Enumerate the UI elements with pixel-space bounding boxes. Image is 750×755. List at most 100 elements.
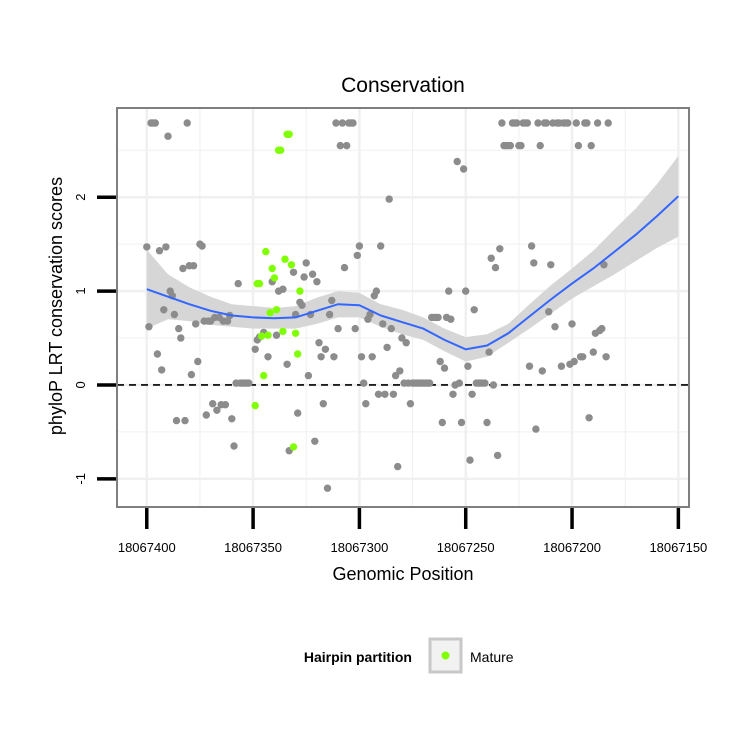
point-mature xyxy=(291,329,300,337)
point-other xyxy=(536,141,544,150)
x-tick-label: 18067300 xyxy=(330,540,388,555)
x-tick-label: 18067250 xyxy=(437,540,495,555)
point-other xyxy=(604,119,612,127)
point-mature xyxy=(289,443,298,451)
point-other xyxy=(445,287,453,295)
point-mature xyxy=(287,261,296,269)
point-other xyxy=(189,262,198,270)
point-other xyxy=(304,371,313,380)
point-other xyxy=(209,400,217,408)
point-other xyxy=(313,278,321,286)
point-other xyxy=(221,401,230,409)
point-other xyxy=(283,360,291,368)
point-other xyxy=(151,119,159,127)
legend-title: Hairpin partition xyxy=(304,649,412,665)
point-other xyxy=(160,306,168,314)
point-other xyxy=(338,119,347,127)
point-other xyxy=(355,242,364,250)
point-other xyxy=(447,315,455,323)
point-other xyxy=(383,343,391,352)
point-other xyxy=(381,390,389,398)
point-other xyxy=(181,416,189,425)
point-mature xyxy=(279,327,287,336)
point-other xyxy=(517,141,525,150)
point-other xyxy=(353,251,361,260)
point-other xyxy=(245,379,253,387)
point-other xyxy=(470,306,478,314)
point-other xyxy=(551,323,559,331)
point-other xyxy=(462,287,470,295)
point-other xyxy=(279,285,287,293)
points-layer xyxy=(143,119,612,492)
point-other xyxy=(547,261,555,269)
point-other xyxy=(332,119,340,127)
point-other xyxy=(602,353,610,361)
axes-layer: 18067400 18067350 18067300 18067250 18067200… xyxy=(73,107,707,555)
point-other xyxy=(170,310,179,319)
point-other xyxy=(530,259,538,267)
point-other xyxy=(489,381,498,389)
point-other xyxy=(330,353,338,361)
point-other xyxy=(228,415,236,423)
point-mature xyxy=(264,331,272,339)
point-other xyxy=(496,245,504,253)
point-mature xyxy=(268,264,276,273)
point-other xyxy=(298,301,306,309)
point-mature xyxy=(257,332,266,340)
point-other xyxy=(406,400,415,408)
point-other xyxy=(234,279,242,288)
point-other xyxy=(202,411,210,419)
point-other xyxy=(493,451,502,460)
point-other xyxy=(534,119,542,127)
point-other xyxy=(183,119,191,127)
legend-key xyxy=(428,637,463,674)
point-other xyxy=(272,331,281,339)
point-other xyxy=(513,119,521,127)
point-other xyxy=(394,462,402,471)
point-other xyxy=(557,362,566,370)
point-mature xyxy=(285,130,293,138)
point-other xyxy=(223,317,232,325)
point-other xyxy=(538,367,546,375)
point-other xyxy=(498,119,506,127)
point-other xyxy=(179,264,187,273)
point-other xyxy=(568,320,576,328)
point-other xyxy=(145,323,153,331)
point-mature xyxy=(251,401,259,410)
point-other xyxy=(468,390,476,398)
x-tick-label: 18067200 xyxy=(543,540,601,555)
point-other xyxy=(377,242,385,250)
point-other xyxy=(579,353,587,361)
point-other xyxy=(570,357,578,366)
point-other xyxy=(315,339,323,347)
point-other xyxy=(230,442,238,450)
point-other xyxy=(323,484,332,492)
x-axis-label: Genomic Position xyxy=(332,564,473,584)
point-mature xyxy=(277,146,285,154)
point-other xyxy=(349,119,357,127)
point-other xyxy=(187,370,196,379)
point-other xyxy=(300,273,308,281)
point-mature xyxy=(266,309,274,317)
y-tick-label: -1 xyxy=(73,473,88,485)
point-other xyxy=(289,268,298,276)
point-other xyxy=(457,418,466,427)
point-other xyxy=(600,261,608,269)
point-other xyxy=(464,362,472,370)
point-other xyxy=(527,242,536,250)
point-other xyxy=(593,119,602,127)
point-other xyxy=(525,362,534,370)
point-other xyxy=(357,353,366,361)
point-other xyxy=(328,296,336,305)
point-other xyxy=(481,379,489,387)
point-other xyxy=(172,416,181,425)
point-other xyxy=(294,409,302,417)
point-other xyxy=(438,418,446,427)
point-mature xyxy=(260,371,268,380)
point-other xyxy=(177,334,185,342)
point-other xyxy=(385,195,393,203)
point-other xyxy=(334,324,342,333)
point-other xyxy=(308,270,317,278)
